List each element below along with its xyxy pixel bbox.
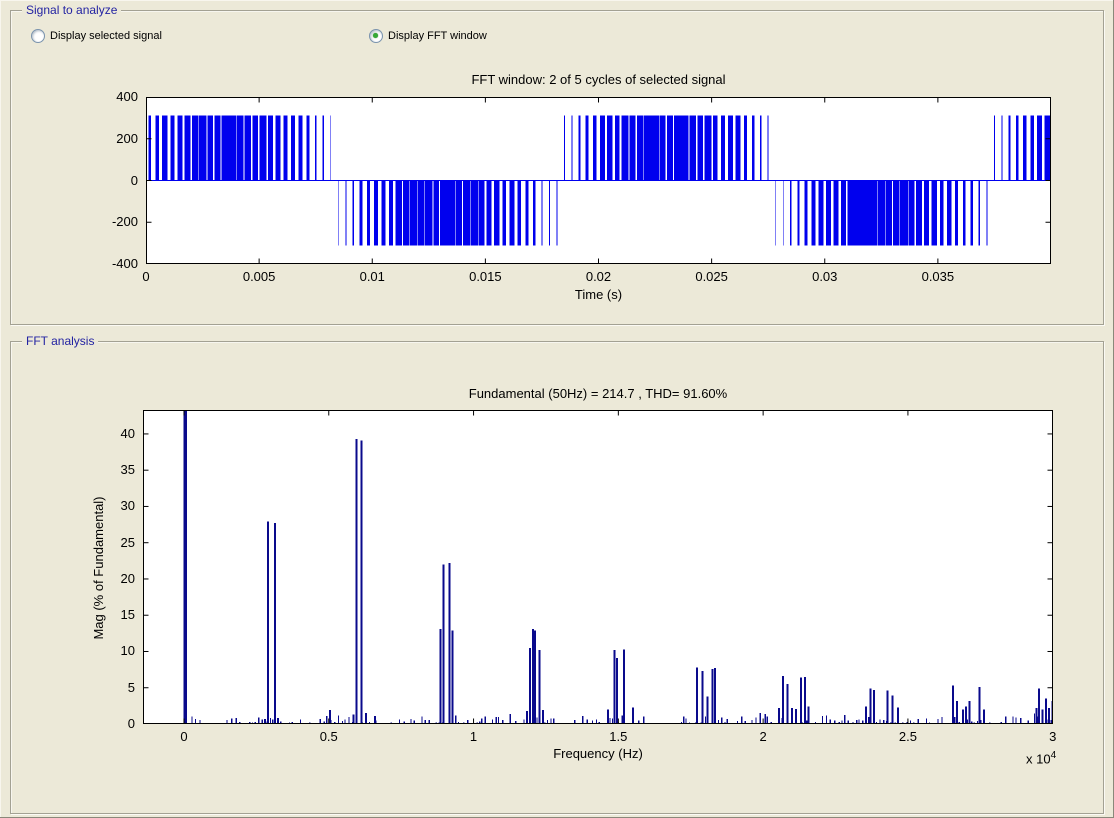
freq-x-tick-label: 1.5: [609, 729, 628, 744]
frequency-axis-label: Frequency (Hz): [553, 746, 643, 761]
freq-y-tick-label: 10: [120, 643, 135, 659]
display-fft-window-label[interactable]: Display FFT window: [388, 30, 487, 42]
freq-x-tick-label: 1: [469, 729, 478, 744]
fft-analysis-panel: FFT analysis: [10, 334, 1104, 814]
time-y-tick-label: 0: [130, 172, 138, 188]
time-y-tick-label: -400: [111, 256, 138, 271]
time-x-tick-label: 0.01: [359, 269, 385, 284]
fft-window-plot-title: FFT window: 2 of 5 cycles of selected si…: [471, 72, 726, 87]
freq-y-tick-label: 15: [120, 607, 135, 623]
freq-y-tick-label: 35: [120, 462, 135, 478]
freq-y-tick-label: 25: [120, 534, 135, 550]
time-y-tick-label: 200: [116, 130, 138, 146]
x-axis-exponent: x 104: [1026, 750, 1057, 767]
fft-panel-title: FFT analysis: [22, 334, 99, 349]
freq-x-tick-label: 3: [1049, 729, 1057, 744]
fft-spectrum-plot: [143, 410, 1053, 724]
time-x-tick-label: 0.03: [812, 269, 838, 284]
freq-y-tick-label: 5: [127, 679, 135, 695]
time-x-tick-label: 0: [142, 269, 150, 284]
freq-x-tick-label: 0.5: [319, 729, 338, 744]
freq-y-tick-label: 30: [120, 498, 135, 514]
fft-spectrum-title: Fundamental (50Hz) = 214.7 , THD= 91.60%: [468, 386, 728, 401]
display-fft-window-radio[interactable]: [369, 29, 383, 43]
freq-y-tick-label: 0: [127, 716, 135, 731]
time-x-tick-label: 0.015: [469, 269, 502, 284]
freq-y-tick-label: 40: [120, 425, 135, 441]
time-y-tick-label: -200: [111, 214, 138, 230]
freq-x-tick-label: 2.5: [898, 729, 917, 744]
time-x-tick-label: 0.02: [585, 269, 612, 284]
time-x-tick-label: 0.025: [695, 269, 728, 284]
freq-y-tick-label: 20: [120, 570, 135, 586]
freq-x-tick-label: 2: [759, 729, 767, 744]
time-x-tick-label: 0.035: [921, 269, 955, 284]
signal-waveform-plot: [146, 97, 1051, 264]
display-selected-signal-radio[interactable]: [31, 29, 45, 43]
freq-x-tick-label: 0: [180, 729, 188, 744]
time-axis-label: Time (s): [574, 287, 623, 302]
signal-panel-title: Signal to analyze: [22, 3, 122, 18]
display-selected-signal-label[interactable]: Display selected signal: [50, 30, 162, 42]
time-x-tick-label: 0.005: [242, 269, 276, 284]
time-y-tick-label: 400: [116, 89, 138, 104]
signal-to-analyze-panel: Signal to analyze: [10, 3, 1104, 325]
